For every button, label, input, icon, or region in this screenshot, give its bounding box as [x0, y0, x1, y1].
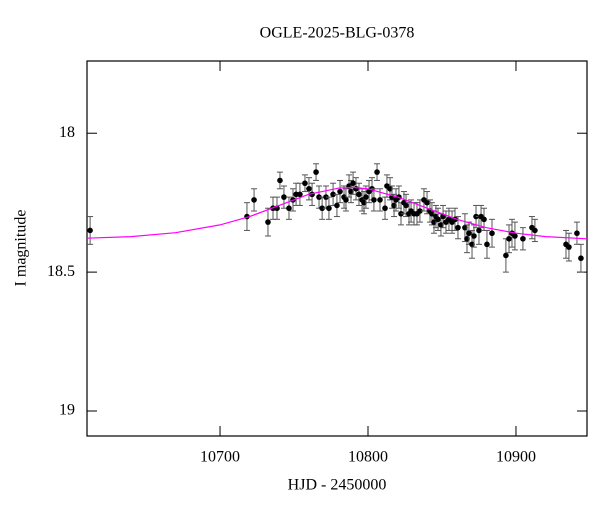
data-point [462, 224, 468, 231]
data-point [476, 227, 482, 234]
data-point [578, 255, 584, 262]
data-point [363, 194, 369, 200]
data-point [286, 205, 292, 212]
data-point [337, 188, 343, 195]
model-curve [86, 186, 588, 240]
data-point [471, 233, 477, 239]
data-point [438, 222, 444, 228]
data-point [313, 169, 319, 175]
data-point [429, 210, 435, 217]
data-point [306, 185, 312, 192]
data-point [251, 197, 257, 203]
data-point [481, 216, 487, 223]
data-point [391, 202, 397, 209]
data-point [484, 241, 490, 248]
data-point [277, 177, 283, 184]
data-point [489, 230, 495, 237]
x-tick-label: 10900 [496, 449, 536, 466]
data-point [334, 202, 340, 209]
data-point [503, 252, 509, 259]
data-point [464, 235, 470, 242]
x-axis-label: HJD - 2450000 [288, 477, 387, 494]
data-point [403, 202, 409, 209]
data-point [353, 185, 359, 192]
data-point [387, 185, 393, 192]
data-point [466, 230, 472, 237]
y-tick-label: 19 [59, 402, 75, 419]
data-point [377, 197, 383, 203]
data-point [424, 199, 430, 206]
data-point [506, 235, 512, 242]
data-point [374, 169, 380, 175]
data-point [330, 191, 336, 198]
chart-title: OGLE-2025-BLG-0378 [260, 25, 415, 42]
data-point [316, 194, 322, 200]
data-point [520, 235, 526, 242]
data-point [356, 191, 362, 198]
y-axis-label: I magnitude [13, 210, 30, 287]
x-tick-label: 10700 [200, 449, 240, 466]
data-point [319, 205, 325, 212]
data-point [265, 219, 271, 225]
plot-frame [86, 60, 588, 437]
data-point [574, 230, 580, 237]
data-point [350, 180, 356, 187]
data-point [512, 233, 518, 239]
data-point [281, 194, 287, 200]
data-point [348, 188, 354, 195]
data-point [431, 219, 437, 225]
data-point [371, 197, 377, 203]
data-point [435, 216, 441, 223]
data-point [382, 205, 388, 212]
data-point [361, 199, 367, 206]
data-point [566, 244, 572, 250]
data-point [87, 227, 93, 234]
data-point [293, 191, 299, 198]
y-tick-label: 18 [59, 124, 75, 141]
data-point [343, 197, 349, 203]
data-point [469, 241, 475, 248]
data-point [532, 227, 538, 234]
data-point [302, 180, 308, 187]
x-tick-label: 10800 [348, 449, 388, 466]
data-point [417, 208, 423, 214]
data-point [455, 224, 461, 231]
y-tick-label: 18.5 [47, 263, 75, 280]
data-point [297, 191, 303, 198]
data-point [326, 205, 332, 212]
